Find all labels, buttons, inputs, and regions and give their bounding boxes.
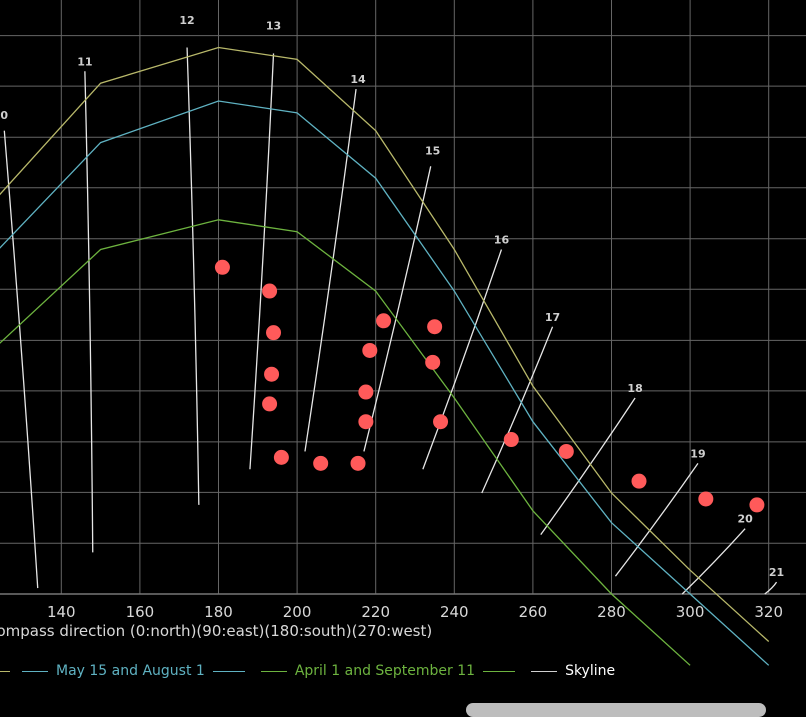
hour-line-20: [681, 528, 746, 595]
x-axis-title: Compass direction (0:north)(90:east)(180…: [0, 622, 432, 640]
series-line-1: [0, 100, 770, 666]
hour-label-14: 14: [350, 73, 366, 86]
x-tick-160: 160: [126, 603, 155, 621]
hour-label-15: 15: [425, 144, 440, 157]
legend-swatch-0b: [212, 670, 245, 672]
grid: [0, 0, 806, 595]
hour-line-14: [304, 89, 357, 452]
data-point-6: [313, 455, 329, 471]
series-line-2: [0, 219, 691, 666]
hour-label-11: 11: [77, 55, 92, 68]
x-tick-180: 180: [204, 603, 233, 621]
x-tick-220: 220: [361, 603, 390, 621]
series-lines: [0, 46, 770, 666]
hour-line-15: [363, 166, 432, 452]
data-point-9: [358, 384, 374, 400]
hour-label-12: 12: [179, 14, 194, 27]
hour-line-11: [84, 71, 94, 553]
legend-lead-line: [0, 670, 10, 672]
navigation-bar-handle[interactable]: [466, 703, 766, 717]
hour-label-21: 21: [769, 566, 784, 579]
data-point-1: [262, 283, 278, 299]
legend-swatch-1: [260, 670, 287, 672]
data-point-0: [214, 259, 230, 275]
data-point-19: [749, 497, 765, 513]
data-point-12: [427, 319, 443, 335]
legend-label-0: May 15 and August 1: [56, 663, 205, 679]
hour-line-16: [422, 249, 503, 470]
data-point-16: [558, 443, 574, 459]
data-point-10: [362, 342, 378, 358]
data-point-18: [698, 491, 714, 507]
x-tick-280: 280: [597, 603, 626, 621]
hour-label-18: 18: [627, 382, 642, 395]
data-point-3: [264, 366, 280, 382]
x-tick-260: 260: [519, 603, 548, 621]
hour-line-10: [3, 130, 39, 589]
legend-label-1: April 1 and September 11: [294, 663, 476, 679]
hour-line-19: [614, 462, 699, 577]
data-point-15: [503, 432, 519, 448]
series-line-0: [0, 46, 770, 642]
x-tick-140: 140: [47, 603, 76, 621]
legend-swatch-0: [22, 670, 48, 672]
data-point-13: [425, 354, 441, 370]
data-point-11: [376, 313, 392, 329]
hour-line-18: [540, 397, 636, 535]
hour-line-21: [764, 581, 778, 595]
legend-label-2: Skyline: [565, 663, 616, 679]
hour-label-10: 10: [0, 109, 8, 122]
hour-label-19: 19: [690, 447, 705, 460]
legend: May 15 and August 1 April 1 and Septembe…: [0, 658, 806, 684]
data-point-4: [262, 396, 278, 412]
hour-label-17: 17: [545, 311, 560, 324]
x-tick-320: 320: [754, 603, 783, 621]
x-tick-240: 240: [440, 603, 469, 621]
hour-labels: 10 11 12 13 14 15 16 17 18 19 20 21: [0, 14, 784, 579]
x-tick-labels: 140 160 180 200 220 240 260 280 300 320: [47, 603, 783, 621]
data-points: [214, 259, 765, 513]
hour-line-17: [481, 326, 554, 494]
x-tick-200: 200: [283, 603, 312, 621]
hour-label-16: 16: [494, 234, 510, 247]
data-point-14: [433, 414, 449, 430]
data-point-2: [266, 325, 282, 341]
legend-swatch-2: [531, 670, 558, 672]
x-tick-300: 300: [676, 603, 705, 621]
data-point-17: [631, 473, 647, 489]
hour-label-13: 13: [266, 20, 281, 33]
legend-swatch-1b: [483, 670, 516, 672]
data-point-8: [358, 414, 374, 430]
data-point-7: [350, 455, 366, 471]
hour-label-20: 20: [737, 513, 753, 526]
data-point-5: [273, 449, 289, 465]
hour-line-12: [186, 47, 200, 505]
